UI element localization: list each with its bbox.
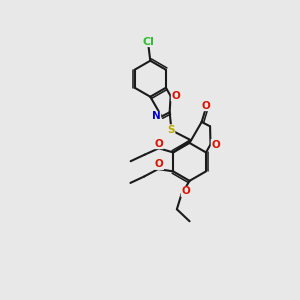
Text: N: N — [152, 111, 161, 122]
Text: O: O — [181, 187, 190, 196]
Text: Cl: Cl — [142, 37, 154, 46]
Text: O: O — [154, 139, 163, 148]
Text: O: O — [211, 140, 220, 149]
Text: O: O — [155, 159, 164, 170]
Text: S: S — [167, 125, 175, 135]
Text: O: O — [171, 91, 180, 101]
Text: O: O — [202, 100, 211, 111]
